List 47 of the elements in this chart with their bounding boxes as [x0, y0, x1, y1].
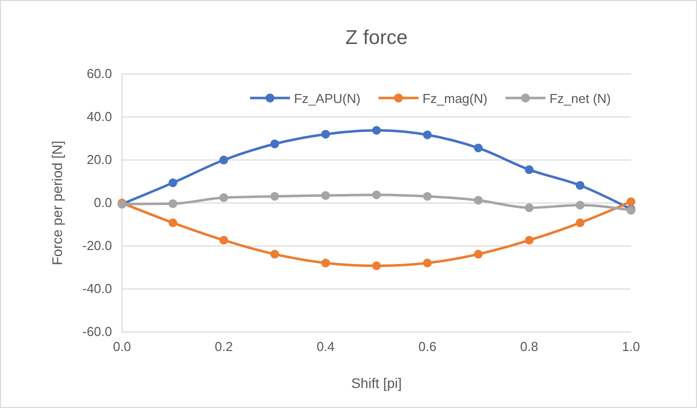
- y-tick-label: 0.0: [94, 195, 112, 210]
- legend-label: Fz_mag(N): [422, 91, 488, 106]
- point: [576, 218, 584, 228]
- point: [423, 192, 432, 201]
- legend-label: Fz_APU(N): [294, 91, 360, 106]
- point: [321, 130, 330, 139]
- point: [168, 178, 178, 188]
- y-tick-label: 20.0: [86, 152, 112, 168]
- point: [321, 258, 330, 268]
- point: [168, 199, 178, 208]
- point: [474, 144, 483, 152]
- x-tick-label: 0.4: [316, 339, 335, 354]
- point: [321, 191, 330, 200]
- point: [524, 236, 534, 245]
- x-tick-label: 0.6: [418, 339, 436, 354]
- x-tick-label: 0.2: [214, 339, 233, 354]
- point: [270, 140, 280, 148]
- point: [168, 218, 178, 228]
- point: [219, 156, 228, 164]
- point: [626, 197, 636, 206]
- point: [576, 181, 584, 190]
- chart-title: Z force: [345, 27, 408, 49]
- x-tick-label: 0.0: [112, 339, 132, 354]
- y-tick-label: -60.0: [82, 324, 112, 340]
- point: [474, 196, 483, 205]
- point: [219, 193, 228, 202]
- x-axis-title: Shift [pi]: [351, 375, 402, 391]
- point: [474, 250, 483, 259]
- point: [372, 190, 381, 200]
- point: [576, 200, 584, 210]
- y-axis-title: Force per period [N]: [49, 140, 65, 266]
- y-tick-label: 60.0: [86, 66, 112, 82]
- x-tick-label: 1.0: [622, 339, 640, 354]
- y-tick-label: 40.0: [86, 109, 112, 124]
- point: [219, 236, 228, 245]
- point: [270, 250, 280, 259]
- legend-label: Fz_net (N): [549, 91, 611, 106]
- point: [372, 126, 381, 135]
- x-tick-label: 0.8: [520, 339, 538, 354]
- point: [372, 261, 381, 270]
- point: [524, 165, 534, 174]
- point: [423, 130, 432, 140]
- point: [270, 192, 280, 201]
- y-tick-label: -40.0: [82, 281, 112, 296]
- point: [524, 203, 534, 212]
- y-tick-label: -20.0: [82, 238, 112, 254]
- point: [423, 258, 432, 268]
